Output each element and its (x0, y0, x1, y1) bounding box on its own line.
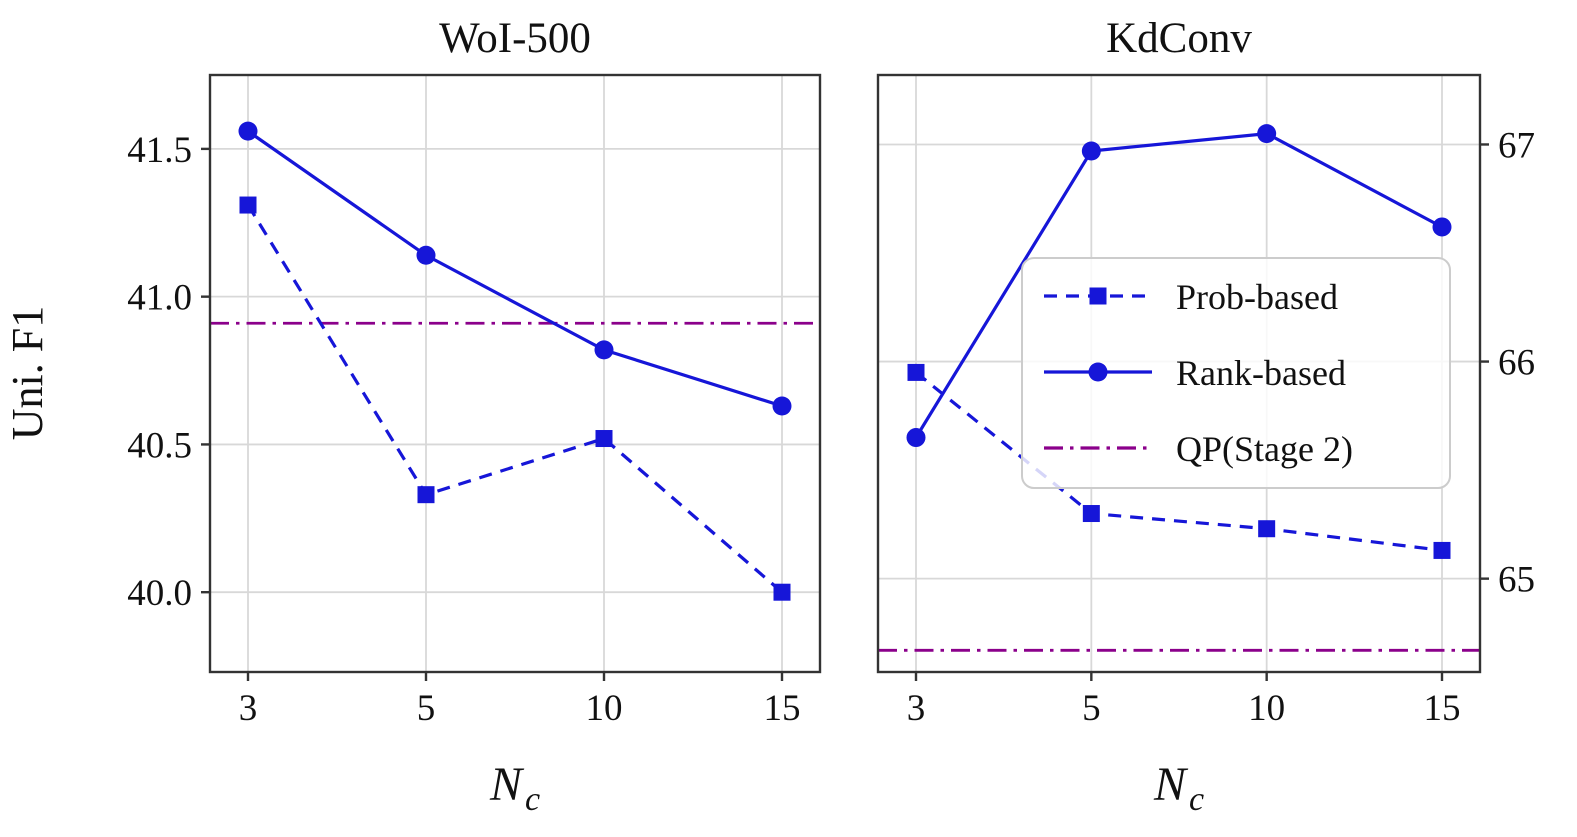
series-prob-based (239, 196, 791, 601)
series-rank-based (238, 121, 792, 416)
marker-circle (238, 121, 258, 141)
legend-marker-circle (1088, 362, 1108, 382)
marker-square (773, 583, 791, 601)
marker-circle (1257, 124, 1277, 144)
marker-square (417, 486, 435, 504)
left-chart-title: WoI-500 (439, 15, 591, 62)
y-tick-label: 40.0 (127, 573, 192, 614)
x-tick-label: 10 (1248, 688, 1285, 729)
marker-circle (772, 396, 792, 416)
series-line (914, 131, 1443, 439)
x-tick-label: 15 (764, 688, 801, 729)
right-x-axis-label-sub: c (1189, 781, 1204, 818)
axes-spines (876, 73, 1482, 674)
x-tick-label: 5 (417, 688, 436, 729)
right-x-axis-label-base: N (1153, 758, 1189, 811)
subplot-woi-500: 3 5 10 15 40.0 40.5 41.0 41.5 (127, 73, 822, 729)
marker-circle (1432, 217, 1452, 237)
series-prob-based (907, 363, 1451, 559)
y-tick-label: 41.5 (127, 130, 192, 171)
legend-marker-square (1089, 287, 1107, 305)
marker-square (595, 430, 613, 448)
x-tick-label: 15 (1424, 688, 1461, 729)
series-line (247, 129, 783, 408)
y-tick-label: 65 (1498, 560, 1535, 601)
left-x-axis-label-base: N (489, 758, 525, 811)
y-tick-label: 41.0 (127, 278, 192, 319)
right-chart-title: KdConv (1106, 15, 1252, 62)
legend-label: Prob-based (1176, 277, 1338, 317)
marker-circle (416, 245, 436, 265)
x-tick-label: 10 (586, 688, 623, 729)
right-x-axis-label: Nc (1153, 758, 1204, 818)
axes-spines (208, 73, 822, 674)
x-tick-label: 3 (239, 688, 258, 729)
grid (210, 75, 820, 672)
legend-layer: Prob-based Rank-based QP(Stage 2) (1021, 257, 1451, 489)
y-tick-label: 67 (1498, 125, 1535, 166)
legend-label: Rank-based (1176, 353, 1346, 393)
marker-square (1082, 505, 1100, 523)
legend: Prob-based Rank-based QP(Stage 2) (1021, 257, 1451, 489)
x-tick-label: 5 (1082, 688, 1101, 729)
legend-label: QP(Stage 2) (1176, 429, 1353, 469)
marker-circle (594, 340, 614, 360)
series-line (914, 371, 1443, 552)
marker-circle (1081, 141, 1101, 161)
left-x-axis-label-sub: c (525, 781, 540, 818)
y-axis-label: Uni. F1 (3, 306, 52, 440)
marker-square (1258, 520, 1276, 538)
subplot-kdconv: 3 5 10 15 65 66 67 (876, 73, 1535, 729)
plots-layer: 3 5 10 15 40.0 40.5 41.0 41.5 3 5 10 15 65 66 67 (127, 73, 1535, 729)
y-tick-label: 66 (1498, 343, 1535, 384)
marker-square (907, 363, 925, 381)
marker-circle (906, 428, 926, 448)
marker-square (239, 196, 257, 214)
marker-square (1433, 541, 1451, 559)
legend-box (1021, 257, 1451, 489)
y-tick-label: 40.5 (127, 425, 192, 466)
series-line (246, 204, 784, 594)
left-x-axis-label: Nc (489, 758, 540, 818)
series-rank-based (906, 124, 1452, 448)
x-tick-label: 3 (907, 688, 926, 729)
